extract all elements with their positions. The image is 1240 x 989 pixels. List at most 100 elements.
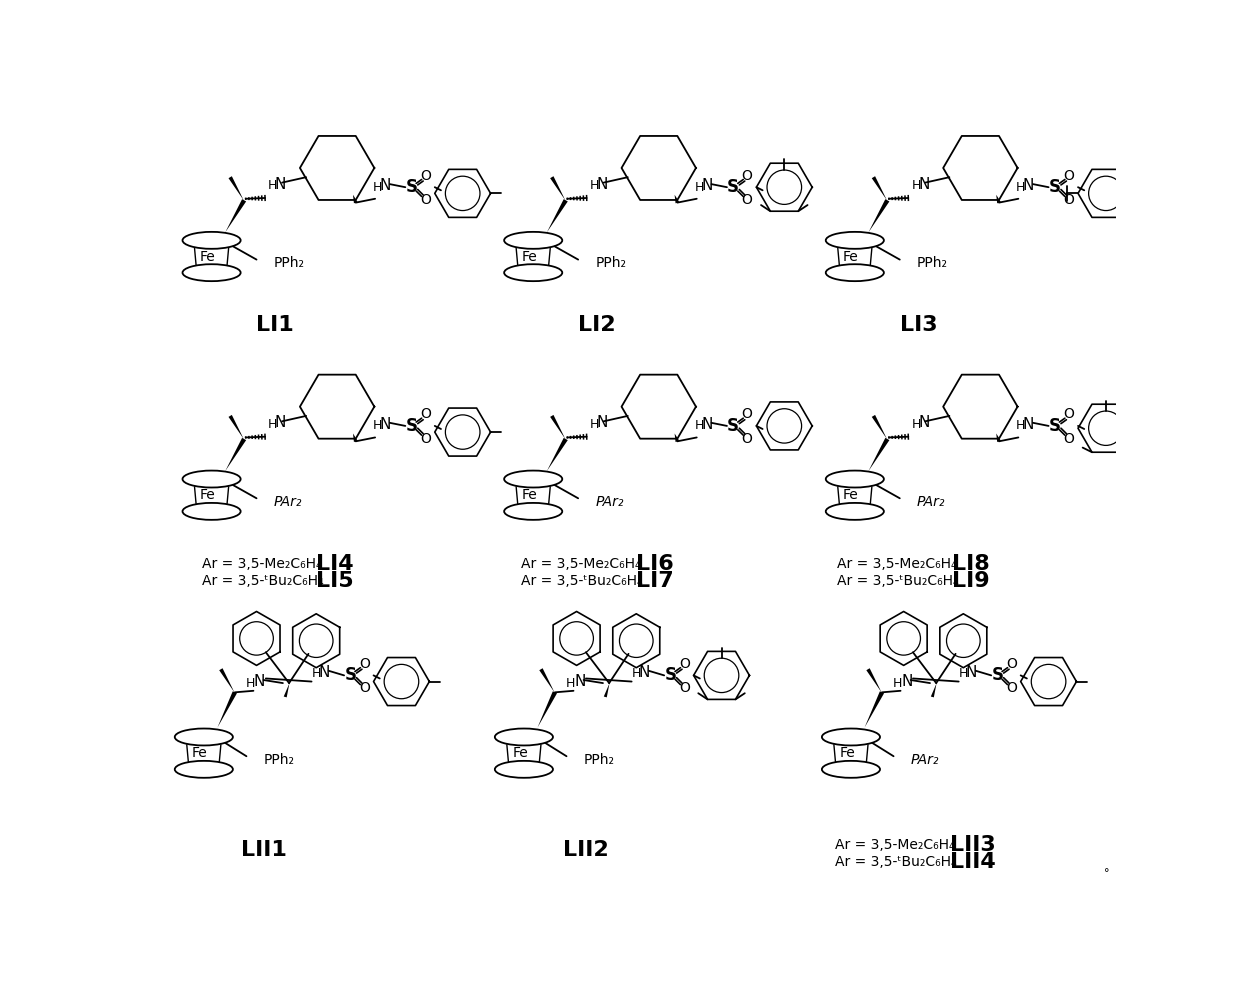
Text: H: H: [959, 668, 968, 680]
Text: PPh₂: PPh₂: [595, 256, 626, 270]
Text: Ar = 3,5-Me₂C₆H₄: Ar = 3,5-Me₂C₆H₄: [521, 557, 640, 571]
Text: H: H: [911, 179, 921, 192]
Text: N: N: [379, 417, 391, 432]
Text: H: H: [590, 418, 599, 431]
Polygon shape: [551, 176, 565, 201]
Text: O: O: [1006, 681, 1017, 695]
Text: H: H: [694, 181, 704, 194]
Text: N: N: [275, 415, 286, 430]
Polygon shape: [868, 438, 889, 471]
Text: S: S: [727, 178, 739, 196]
Text: Fe: Fe: [522, 249, 537, 263]
Text: S: S: [1049, 417, 1060, 435]
Text: H: H: [373, 419, 382, 432]
Text: PPh₂: PPh₂: [274, 256, 305, 270]
Polygon shape: [867, 669, 882, 692]
Polygon shape: [547, 438, 568, 471]
Polygon shape: [996, 195, 1001, 204]
Text: Fe: Fe: [200, 489, 216, 502]
Text: O: O: [742, 407, 753, 421]
Text: S: S: [405, 178, 418, 196]
Text: N: N: [966, 665, 977, 679]
Text: O: O: [358, 657, 370, 671]
Text: H: H: [311, 668, 321, 680]
Text: LII4: LII4: [950, 852, 996, 871]
Text: H: H: [911, 418, 921, 431]
Text: Ar = 3,5-Me₂C₆H₄: Ar = 3,5-Me₂C₆H₄: [837, 557, 956, 571]
Polygon shape: [604, 683, 610, 697]
Text: N: N: [701, 178, 713, 193]
Polygon shape: [284, 683, 289, 697]
Polygon shape: [547, 199, 568, 232]
Polygon shape: [675, 195, 680, 204]
Text: PAr₂: PAr₂: [274, 495, 303, 509]
Text: O: O: [420, 193, 432, 208]
Polygon shape: [353, 433, 357, 442]
Text: PAr₂: PAr₂: [595, 495, 624, 509]
Text: LI2: LI2: [578, 315, 615, 335]
Text: H: H: [590, 179, 599, 192]
Polygon shape: [868, 199, 889, 232]
Text: Fe: Fe: [200, 249, 216, 263]
Text: S: S: [1049, 178, 1060, 196]
Text: LI9: LI9: [952, 571, 990, 590]
Text: N: N: [275, 177, 286, 192]
Text: N: N: [1023, 417, 1034, 432]
Text: °: °: [1104, 868, 1110, 878]
Text: N: N: [1023, 178, 1034, 193]
Polygon shape: [228, 176, 244, 201]
Text: H: H: [893, 676, 903, 689]
Text: O: O: [1006, 657, 1017, 671]
Polygon shape: [219, 669, 234, 692]
Polygon shape: [537, 691, 557, 728]
Text: LII1: LII1: [241, 841, 286, 860]
Text: LI4: LI4: [316, 554, 353, 574]
Text: LII3: LII3: [950, 835, 996, 854]
Text: Ar = 3,5-ᵗBu₂C₆H₄: Ar = 3,5-ᵗBu₂C₆H₄: [521, 574, 642, 587]
Text: N: N: [596, 415, 608, 430]
Text: N: N: [918, 177, 930, 192]
Text: S: S: [405, 417, 418, 435]
Text: Ar = 3,5-ᵗBu₂C₆H₄: Ar = 3,5-ᵗBu₂C₆H₄: [837, 574, 959, 587]
Text: Ar = 3,5-Me₂C₆H₄: Ar = 3,5-Me₂C₆H₄: [201, 557, 321, 571]
Polygon shape: [226, 438, 247, 471]
Text: O: O: [1063, 432, 1074, 446]
Text: N: N: [574, 674, 585, 689]
Polygon shape: [228, 415, 244, 439]
Text: O: O: [742, 193, 753, 208]
Text: O: O: [678, 657, 689, 671]
Text: LII2: LII2: [563, 841, 609, 860]
Text: H: H: [268, 418, 278, 431]
Text: N: N: [918, 415, 930, 430]
Text: O: O: [742, 432, 753, 446]
Text: S: S: [345, 667, 356, 684]
Polygon shape: [872, 415, 887, 439]
Polygon shape: [217, 691, 237, 728]
Text: N: N: [901, 674, 913, 689]
Text: H: H: [565, 676, 575, 689]
Text: O: O: [420, 407, 432, 421]
Text: PAr₂: PAr₂: [916, 495, 945, 509]
Text: LI6: LI6: [635, 554, 673, 574]
Text: Fe: Fe: [843, 489, 859, 502]
Text: Ar = 3,5-Me₂C₆H₄: Ar = 3,5-Me₂C₆H₄: [836, 838, 955, 852]
Text: LI7: LI7: [635, 571, 673, 590]
Text: S: S: [727, 417, 739, 435]
Text: O: O: [1063, 193, 1074, 208]
Text: S: S: [665, 667, 676, 684]
Text: PPh₂: PPh₂: [584, 753, 615, 767]
Text: LI3: LI3: [899, 315, 937, 335]
Text: Fe: Fe: [512, 746, 528, 761]
Text: N: N: [701, 417, 713, 432]
Text: S: S: [992, 667, 1003, 684]
Text: O: O: [358, 681, 370, 695]
Polygon shape: [226, 199, 247, 232]
Text: H: H: [373, 181, 382, 194]
Text: H: H: [1016, 181, 1025, 194]
Text: O: O: [1063, 407, 1074, 421]
Text: N: N: [639, 665, 650, 679]
Text: N: N: [596, 177, 608, 192]
Text: PPh₂: PPh₂: [263, 753, 295, 767]
Text: H: H: [1016, 419, 1025, 432]
Text: LI1: LI1: [257, 315, 294, 335]
